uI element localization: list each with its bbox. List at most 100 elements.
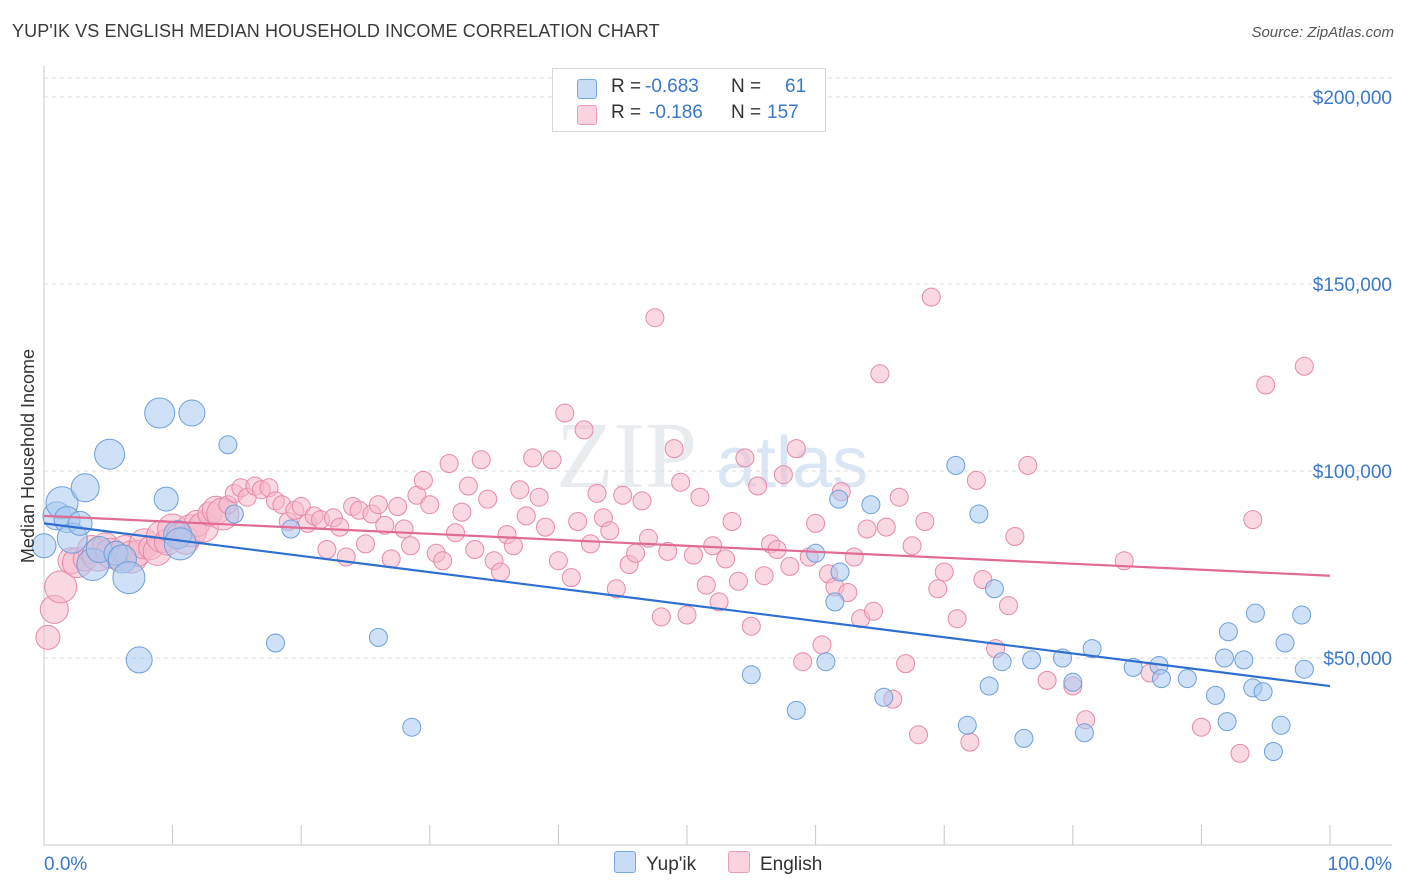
legend-n-value: 157 <box>767 102 799 123</box>
point-english <box>857 519 877 539</box>
y-tick-label: $100,000 <box>1313 462 1392 483</box>
point-english <box>722 512 742 531</box>
point-english <box>574 420 594 440</box>
point-english <box>568 512 588 531</box>
point-english <box>317 540 337 559</box>
y-tick-label: $200,000 <box>1313 88 1392 109</box>
point-english <box>413 470 433 490</box>
point-english <box>741 616 761 636</box>
point-english <box>420 495 440 515</box>
chart-title: YUP'IK VS ENGLISH MEDIAN HOUSEHOLD INCOM… <box>12 21 660 41</box>
point-yupik <box>825 592 845 612</box>
point-english <box>529 487 549 507</box>
point-english <box>478 489 498 509</box>
point-english <box>902 536 922 556</box>
point-yupik <box>984 579 1004 599</box>
point-english <box>394 519 414 539</box>
point-english <box>613 485 633 505</box>
point-yupik <box>992 652 1012 672</box>
point-yupik <box>31 533 57 559</box>
point-yupik <box>786 700 806 720</box>
point-english <box>465 540 485 559</box>
point-yupik <box>153 486 179 512</box>
point-yupik <box>1217 712 1237 732</box>
point-yupik <box>979 676 999 696</box>
point-english <box>651 607 671 627</box>
point-yupik <box>1063 672 1083 692</box>
bottom-legend-swatch-english <box>728 851 750 873</box>
point-english <box>928 579 948 599</box>
point-english <box>780 556 800 576</box>
point-english <box>1037 670 1057 690</box>
point-yupik <box>1074 723 1094 743</box>
point-english <box>1005 527 1025 546</box>
legend-row-english: R = -0.186 N = 157 <box>553 101 825 127</box>
point-english <box>934 562 954 582</box>
point-yupik <box>144 397 176 429</box>
x-tick-label-max: 100.0% <box>1328 854 1393 875</box>
point-yupik <box>946 455 966 475</box>
point-english <box>446 523 465 543</box>
point-english <box>548 551 568 571</box>
point-english <box>716 549 736 569</box>
point-english <box>606 579 626 599</box>
point-english <box>35 624 61 650</box>
point-english <box>735 448 755 468</box>
bottom-legend-swatch-yupik <box>614 851 636 873</box>
point-english <box>677 605 697 625</box>
point-yupik <box>1245 603 1265 623</box>
point-yupik <box>830 562 850 582</box>
point-yupik <box>1275 633 1295 653</box>
x-tick-label-min: 0.0% <box>44 854 87 875</box>
point-english <box>600 521 620 541</box>
legend-swatch-english <box>577 105 597 125</box>
point-english <box>381 549 401 569</box>
point-english <box>748 476 768 496</box>
point-yupik <box>402 717 422 737</box>
point-english <box>999 596 1018 616</box>
legend-row-yupik: R = -0.683 N = 61 <box>553 75 825 101</box>
bottom-legend-yupik: Yup'ik <box>614 851 696 876</box>
point-yupik <box>1294 659 1314 679</box>
point-english <box>896 654 916 674</box>
point-english <box>793 652 813 672</box>
legend-n-value: 61 <box>785 76 807 97</box>
point-english <box>966 470 986 490</box>
point-english <box>915 512 935 531</box>
point-yupik <box>1123 657 1143 677</box>
bottom-legend-label-english: English <box>760 854 823 875</box>
point-english <box>870 364 890 384</box>
point-yupik <box>218 435 238 455</box>
point-english <box>626 543 646 563</box>
point-english <box>806 513 826 533</box>
point-english <box>368 495 388 515</box>
point-yupik <box>1271 715 1291 735</box>
point-english <box>754 566 774 586</box>
series-yupik <box>31 397 1314 761</box>
legend-r-label: R = <box>611 102 642 123</box>
point-yupik <box>1177 669 1197 689</box>
point-english <box>671 472 691 492</box>
point-english <box>889 487 909 507</box>
point-english <box>291 497 311 516</box>
point-yupik <box>94 438 126 470</box>
point-english <box>921 287 941 307</box>
point-english <box>683 545 703 565</box>
point-english <box>516 506 536 526</box>
y-axis-title: Median Household Income <box>18 349 38 563</box>
point-english <box>388 497 408 516</box>
point-english <box>458 476 478 496</box>
point-yupik <box>224 504 244 524</box>
trendline-english <box>43 514 1331 577</box>
point-english <box>1191 717 1211 737</box>
point-english <box>561 568 581 588</box>
point-english <box>452 502 472 522</box>
point-english <box>1230 743 1250 763</box>
point-english <box>1294 356 1314 376</box>
point-yupik <box>957 715 977 735</box>
point-english <box>510 480 530 500</box>
point-yupik <box>816 652 836 672</box>
axis-labels: $50,000 $100,000 $150,000 $200,000 0.0% 100.0… <box>18 88 1392 875</box>
point-yupik <box>874 687 894 707</box>
